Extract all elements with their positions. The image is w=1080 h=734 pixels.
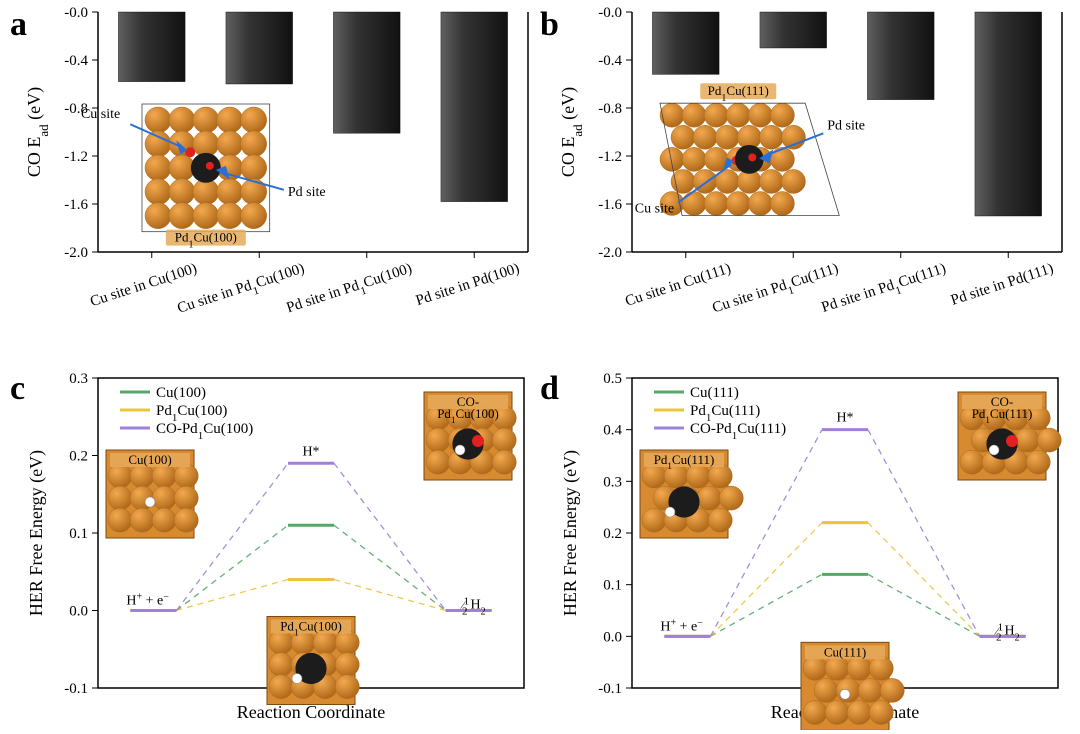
figure: a b c d -2.0-1.6-1.2-0.8-0.4-0.0CO Ead (… (0, 0, 1080, 734)
svg-text:Pd site in Pd(111): Pd site in Pd(111) (949, 261, 1056, 309)
svg-text:Cu(100): Cu(100) (156, 385, 206, 401)
svg-text:H*: H* (302, 444, 319, 459)
svg-text:Cu site: Cu site (635, 202, 674, 217)
svg-text:0.3: 0.3 (69, 371, 88, 387)
svg-text:H+ + e−: H+ + e− (660, 617, 703, 635)
svg-text:-1.2: -1.2 (598, 149, 622, 165)
panel-a: -2.0-1.6-1.2-0.8-0.4-0.0CO Ead (eV)Cu si… (18, 0, 538, 352)
svg-text:0.3: 0.3 (603, 474, 622, 490)
svg-text:-1.6: -1.6 (598, 197, 622, 213)
svg-text:1⁄2H2: 1⁄2H2 (994, 621, 1019, 643)
svg-text:-0.8: -0.8 (598, 101, 622, 117)
svg-text:-0.0: -0.0 (64, 5, 88, 21)
svg-text:HER Free Energy (eV): HER Free Energy (eV) (26, 450, 47, 616)
svg-text:0.2: 0.2 (603, 526, 622, 542)
panel-c: -0.10.00.10.20.3HER Free Energy (eV)Reac… (18, 368, 538, 730)
svg-text:-1.6: -1.6 (64, 197, 88, 213)
svg-text:Pd1Cu(100): Pd1Cu(100) (175, 230, 237, 251)
svg-text:H+ + e−: H+ + e− (126, 591, 169, 609)
svg-text:-1.2: -1.2 (64, 149, 88, 165)
svg-text:CO Ead (eV): CO Ead (eV) (558, 87, 585, 177)
svg-text:0.1: 0.1 (69, 526, 88, 542)
svg-text:0.5: 0.5 (603, 371, 622, 387)
svg-text:0.1: 0.1 (603, 578, 622, 594)
svg-text:Cu(111): Cu(111) (824, 644, 866, 659)
panel-d: -0.1 0.0 0.1 0.2 0.3 0.4 0.5 HER Free Energy (e… (552, 368, 1072, 730)
svg-text:Pd site in Pd1Cu(111): Pd site in Pd1Cu(111) (820, 261, 950, 321)
svg-text:0.0: 0.0 (69, 604, 88, 620)
panel-b: -2.0 -1.6 -1.2 -0.8 -0.4 -0.0 CO Ead (eV) Cu si… (552, 0, 1072, 352)
svg-text:-0.1: -0.1 (598, 681, 622, 697)
svg-text:CO-Pd1Cu(100): CO-Pd1Cu(100) (156, 421, 253, 442)
svg-text:H*: H* (836, 411, 853, 426)
svg-text:-0.4: -0.4 (598, 53, 622, 69)
svg-text:0.4: 0.4 (603, 423, 622, 439)
svg-text:Pd site in Pd(100): Pd site in Pd(100) (414, 261, 522, 310)
svg-text:CO-Pd1Cu(111): CO-Pd1Cu(111) (690, 421, 786, 442)
svg-text:Cu(100): Cu(100) (128, 452, 171, 467)
svg-text:Cu site: Cu site (81, 107, 120, 122)
svg-text:-2.0: -2.0 (64, 245, 88, 261)
svg-text:Pd1Cu(111): Pd1Cu(111) (708, 83, 769, 104)
svg-text:Cu(111): Cu(111) (690, 385, 739, 401)
svg-text:CO Ead (eV): CO Ead (eV) (24, 87, 51, 177)
svg-text:Pd site: Pd site (288, 185, 326, 200)
svg-text:Pd site: Pd site (827, 118, 865, 133)
svg-text:HER Free Energy (eV): HER Free Energy (eV) (560, 450, 581, 616)
svg-text:1⁄2H2: 1⁄2H2 (460, 596, 485, 618)
svg-text:-0.1: -0.1 (64, 681, 88, 697)
svg-text:-0.4: -0.4 (64, 53, 88, 69)
svg-text:-0.0: -0.0 (598, 5, 622, 21)
svg-text:0.0: 0.0 (603, 629, 622, 645)
svg-text:0.2: 0.2 (69, 449, 88, 465)
svg-text:-2.0: -2.0 (598, 245, 622, 261)
